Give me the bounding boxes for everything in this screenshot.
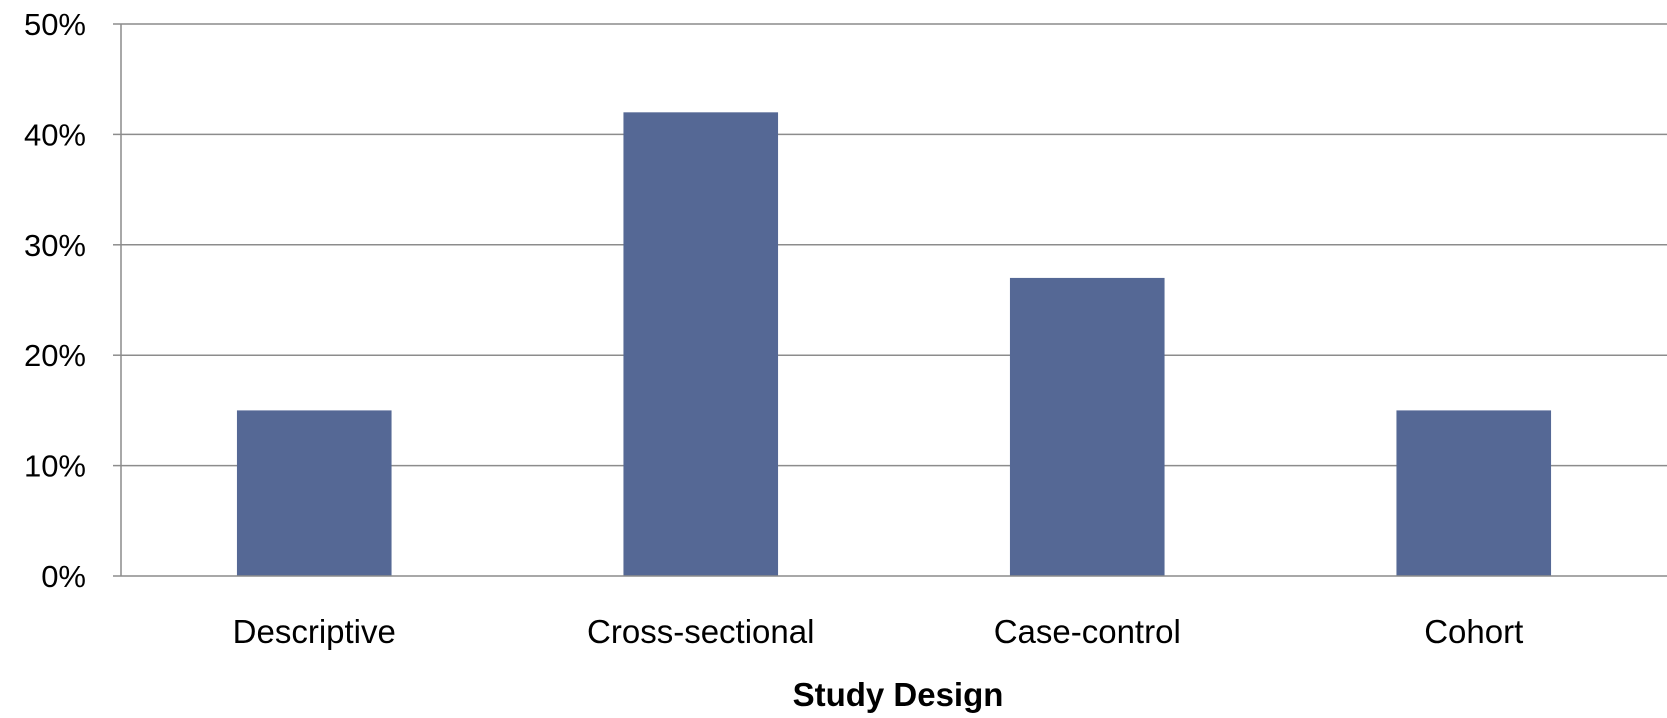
axes bbox=[113, 23, 1667, 577]
y-tick-label: 30% bbox=[24, 228, 86, 263]
gridlines bbox=[121, 23, 1667, 467]
y-tick-label: 50% bbox=[24, 7, 86, 42]
x-tick-label: Case-control bbox=[994, 613, 1181, 650]
y-tick-label: 40% bbox=[24, 117, 86, 152]
x-tick-label: Cross-sectional bbox=[587, 613, 814, 650]
bar-case-control bbox=[1009, 277, 1165, 576]
y-tick-label: 0% bbox=[41, 559, 86, 594]
y-tick-label: 10% bbox=[24, 449, 86, 484]
x-tick-label: Cohort bbox=[1424, 613, 1523, 650]
x-axis-title: Study Design bbox=[793, 676, 1004, 713]
bar-cohort bbox=[1396, 410, 1552, 576]
y-tick-label: 20% bbox=[24, 338, 86, 373]
bar-descriptive bbox=[236, 410, 392, 576]
x-tick-labels: Descriptive Cross-sectional Case-control Co… bbox=[233, 613, 1524, 650]
bars bbox=[236, 112, 1552, 576]
x-tick-label: Descriptive bbox=[233, 613, 396, 650]
y-tick-labels: 0% 10% 20% 30% 40% 50% bbox=[24, 7, 86, 594]
bar-cross-sectional bbox=[623, 112, 779, 576]
